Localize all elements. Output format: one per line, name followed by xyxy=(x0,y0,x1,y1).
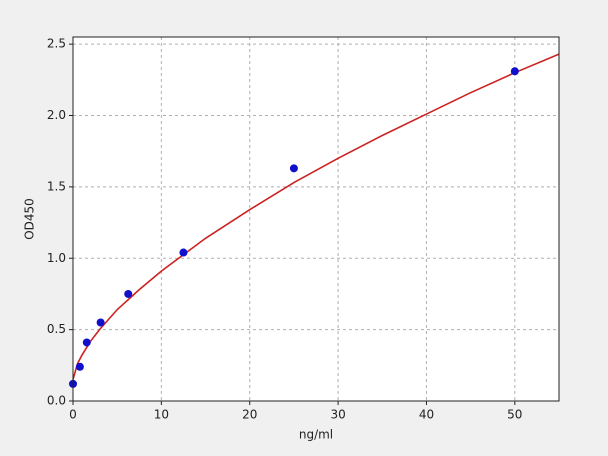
plot-area xyxy=(73,37,559,401)
x-tick-label: 50 xyxy=(507,408,522,422)
x-tick-label: 10 xyxy=(154,408,169,422)
plot-frame xyxy=(72,36,560,402)
y-tick-label: 1.5 xyxy=(47,179,66,193)
x-axis-label: ng/ml xyxy=(299,428,333,442)
x-tick-label: 40 xyxy=(419,408,434,422)
y-axis-label: OD450 xyxy=(23,198,37,240)
x-tick-label: 30 xyxy=(330,408,345,422)
data-point xyxy=(82,338,91,347)
y-tick-label: 1.0 xyxy=(47,251,66,265)
data-point xyxy=(75,362,84,371)
data-point xyxy=(289,164,298,173)
data-point xyxy=(179,248,188,257)
data-point xyxy=(96,318,105,327)
y-tick-label: 2.5 xyxy=(47,37,66,51)
data-point xyxy=(510,67,519,76)
plot-layer: 0.0 0.5 1.0 1.5 2.0 2.5 0 10 20 30 40 50 xyxy=(47,37,560,422)
data-point xyxy=(124,289,133,298)
x-tick-label: 20 xyxy=(242,408,257,422)
x-tick-label: 0 xyxy=(69,408,77,422)
y-tick-label: 0.0 xyxy=(47,394,66,408)
y-tick-label: 2.0 xyxy=(47,108,66,122)
y-tick-label: 0.5 xyxy=(47,322,66,336)
